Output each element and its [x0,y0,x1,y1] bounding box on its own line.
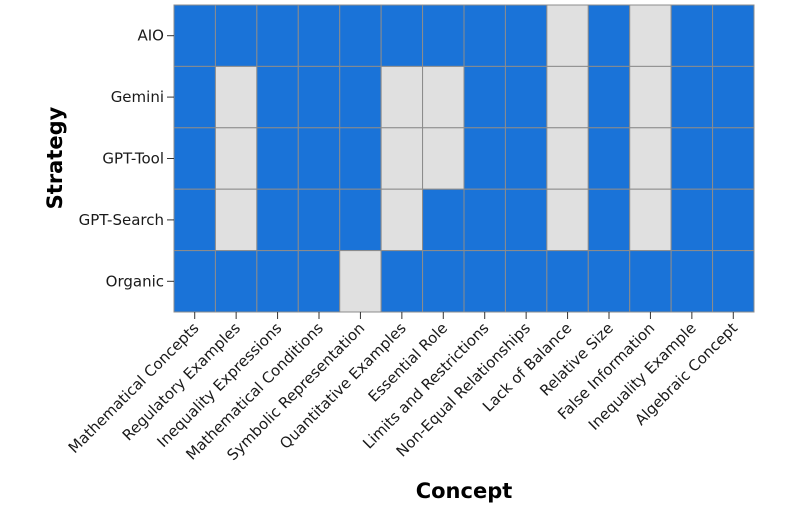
heatmap-cell [173,4,216,67]
heatmap-cell [380,250,424,313]
heatmap-cell [422,127,465,190]
y-tick-label: GPT-Tool [102,150,164,168]
heatmap-cell [256,188,299,252]
heatmap-cell [214,4,258,67]
y-tick-label: Gemini [111,88,164,106]
heatmap-cell [422,250,465,313]
y-axis-ticks: AIO Gemini GPT-Tool GPT-Search Organic [79,27,174,290]
heatmap-cell [297,65,341,129]
heatmap-cell [422,65,465,129]
heatmap-cell [670,65,714,129]
y-axis-label: Strategy [43,106,67,209]
heatmap-cell [546,188,589,252]
heatmap-cell [339,4,382,67]
heatmap-cell [173,127,216,190]
heatmap-cell [670,250,714,313]
heatmap-cell [422,188,465,252]
heatmap-cell [339,65,382,129]
heatmap-cell [629,4,672,67]
heatmap-cell [629,188,672,252]
heatmap-cell [256,65,299,129]
heatmap-cell [546,65,589,129]
heatmap-cell [214,65,258,129]
heatmap-cell [546,127,589,190]
heatmap-cell [214,127,258,190]
heatmap-cell [546,4,589,67]
y-tick-label: AIO [138,27,165,45]
heatmap-cell [173,188,216,252]
heatmap-cell [256,127,299,190]
heatmap-cell [670,4,714,67]
heatmap-cell [504,127,548,190]
heatmap-cell [587,127,631,190]
heatmap-cell [712,250,755,313]
heatmap-cell [297,188,341,252]
heatmap-cell [463,4,506,67]
heatmap-cell [629,127,672,190]
x-axis-label: Concept [416,479,513,503]
heatmap-cell [712,4,755,67]
heatmap-cell [173,65,216,129]
heatmap-cell [214,188,258,252]
heatmap-cells [173,4,755,313]
heatmap-cell [463,250,506,313]
heatmap-cell [297,127,341,190]
heatmap-cell [256,250,299,313]
heatmap-cell [670,188,714,252]
heatmap-cell [339,127,382,190]
heatmap-cell [504,65,548,129]
heatmap-cell [297,4,341,67]
heatmap-cell [587,250,631,313]
heatmap-cell [504,4,548,67]
heatmap-cell [463,65,506,129]
heatmap-cell [587,4,631,67]
heatmap-cell [504,188,548,252]
heatmap-cell [504,250,548,313]
heatmap-cell [712,127,755,190]
heatmap-cell [380,188,424,252]
y-tick-label: Organic [106,272,164,290]
heatmap-cell [256,4,299,67]
y-tick-label: GPT-Search [79,211,164,229]
heatmap-cell [629,250,672,313]
heatmap-cell [463,127,506,190]
heatmap-cell [297,250,341,313]
heatmap-cell [587,188,631,252]
heatmap-cell [422,4,465,67]
heatmap-cell [173,250,216,313]
heatmap-cell [712,188,755,252]
heatmap-cell [546,250,589,313]
heatmap-cell [629,65,672,129]
heatmap-cell [712,65,755,129]
heatmap-cell [587,65,631,129]
heatmap-cell [339,188,382,252]
heatmap-cell [380,4,424,67]
heatmap-cell [380,127,424,190]
heatmap-cell [214,250,258,313]
heatmap-cell [380,65,424,129]
heatmap-cell [463,188,506,252]
heatmap-cell [339,250,382,313]
heatmap-cell [670,127,714,190]
